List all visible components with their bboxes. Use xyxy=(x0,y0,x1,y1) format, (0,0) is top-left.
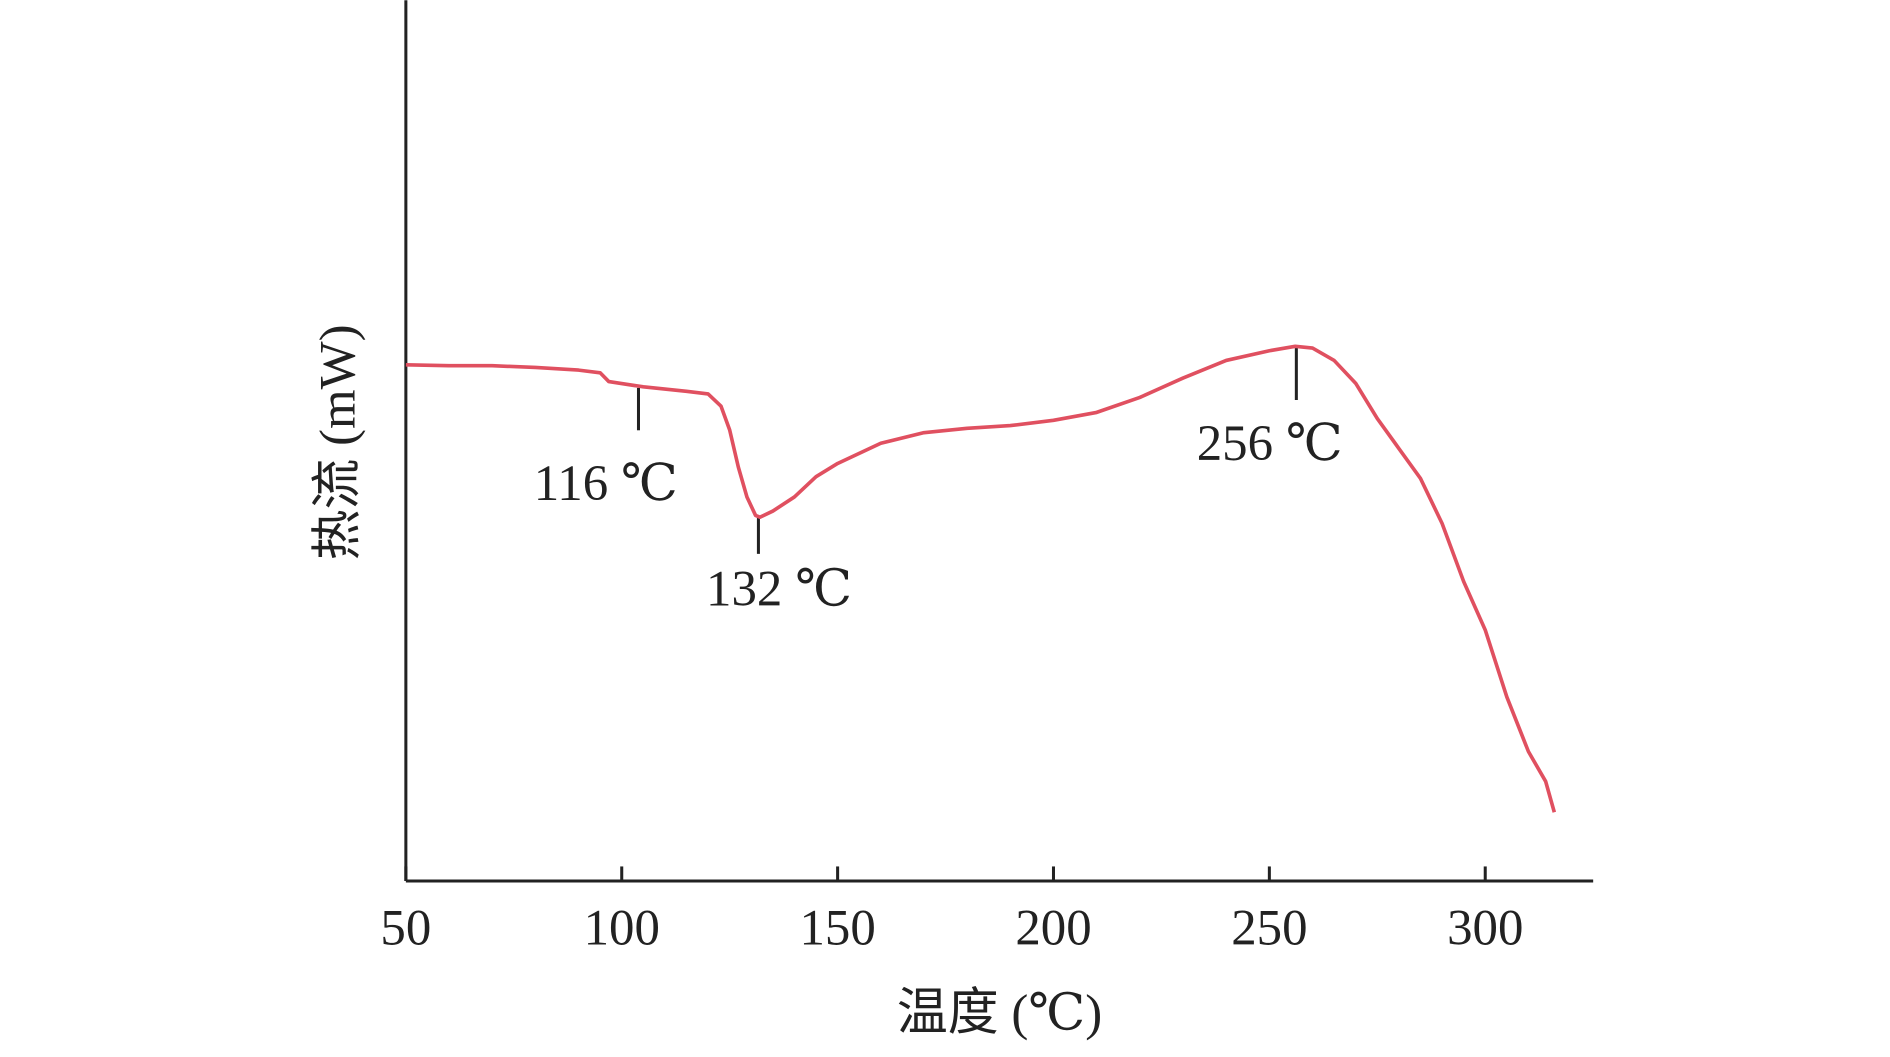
y-axis-label: 热流 (mW) xyxy=(311,324,367,560)
data-line xyxy=(405,344,1557,813)
annotation: 256 ℃ xyxy=(1197,416,1343,472)
x-tick-label: 150 xyxy=(799,901,875,957)
x-tick-label: 200 xyxy=(1015,901,1091,957)
annotation: 132 ℃ xyxy=(706,562,852,618)
annotation: 116 ℃ xyxy=(534,456,678,512)
x-axis-label: 温度 (℃) xyxy=(897,986,1102,1042)
x-tick-label: 250 xyxy=(1231,901,1307,957)
x-tick-label: 100 xyxy=(584,901,660,957)
x-tick-label: 50 xyxy=(380,901,431,957)
x-tick-label: 300 xyxy=(1447,901,1523,957)
